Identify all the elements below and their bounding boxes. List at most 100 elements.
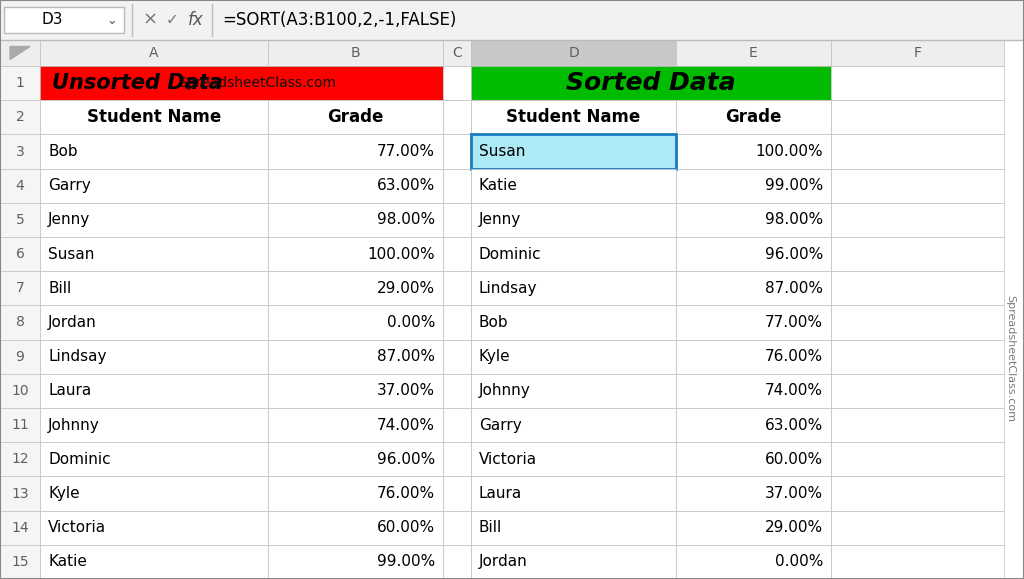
Bar — [0, 511, 40, 545]
Text: 100.00%: 100.00% — [368, 247, 435, 262]
Text: Katie: Katie — [479, 178, 518, 193]
Text: 13: 13 — [11, 486, 29, 500]
Bar — [443, 66, 471, 100]
Bar — [40, 511, 268, 545]
Text: 76.00%: 76.00% — [377, 486, 435, 501]
Text: 15: 15 — [11, 555, 29, 569]
Text: 0.00%: 0.00% — [774, 555, 823, 569]
Text: Jenny: Jenny — [479, 212, 521, 228]
Bar — [443, 134, 471, 168]
Text: 37.00%: 37.00% — [765, 486, 823, 501]
Bar — [443, 40, 471, 66]
Bar — [471, 340, 676, 374]
Bar — [676, 340, 831, 374]
Text: Jenny: Jenny — [48, 212, 90, 228]
Text: 98.00%: 98.00% — [377, 212, 435, 228]
Bar — [443, 408, 471, 442]
Bar — [0, 442, 40, 477]
Text: Bill: Bill — [479, 520, 502, 535]
Bar — [0, 40, 40, 66]
Bar — [0, 271, 40, 305]
Text: E: E — [750, 46, 758, 60]
Bar — [443, 100, 471, 134]
Bar — [268, 100, 443, 134]
Bar — [268, 237, 443, 271]
Bar — [443, 374, 471, 408]
Bar — [40, 203, 268, 237]
Text: Sorted Data: Sorted Data — [566, 71, 736, 95]
Bar — [268, 271, 443, 305]
Text: 100.00%: 100.00% — [756, 144, 823, 159]
Text: Garry: Garry — [48, 178, 91, 193]
Text: ✓: ✓ — [166, 13, 178, 27]
Text: 1: 1 — [15, 76, 25, 90]
Bar — [471, 40, 676, 66]
Text: Garry: Garry — [479, 417, 522, 433]
Text: Laura: Laura — [479, 486, 522, 501]
Bar — [676, 168, 831, 203]
Text: 2: 2 — [15, 111, 25, 124]
Text: 8: 8 — [15, 316, 25, 329]
Bar — [471, 134, 676, 168]
Text: Victoria: Victoria — [48, 520, 106, 535]
Bar — [0, 340, 40, 374]
Bar — [831, 40, 1004, 66]
Bar — [831, 271, 1004, 305]
Bar — [471, 203, 676, 237]
Bar — [268, 305, 443, 340]
Bar — [443, 340, 471, 374]
Text: 87.00%: 87.00% — [765, 281, 823, 296]
Text: 63.00%: 63.00% — [765, 417, 823, 433]
Text: 60.00%: 60.00% — [765, 452, 823, 467]
Bar — [40, 408, 268, 442]
Bar — [0, 100, 40, 134]
Bar — [0, 0, 1024, 40]
Text: Student Name: Student Name — [87, 108, 221, 126]
Text: 96.00%: 96.00% — [765, 247, 823, 262]
Bar — [268, 511, 443, 545]
Text: 87.00%: 87.00% — [377, 349, 435, 364]
Bar — [268, 340, 443, 374]
Text: C: C — [453, 46, 462, 60]
Text: Lindsay: Lindsay — [48, 349, 106, 364]
Bar — [471, 408, 676, 442]
Bar — [676, 511, 831, 545]
Text: 4: 4 — [15, 179, 25, 193]
Text: Johnny: Johnny — [479, 383, 530, 398]
Bar — [471, 100, 676, 134]
Bar — [471, 237, 676, 271]
Text: 29.00%: 29.00% — [377, 281, 435, 296]
Bar — [443, 168, 471, 203]
Bar — [443, 442, 471, 477]
Bar — [676, 305, 831, 340]
Text: Bob: Bob — [48, 144, 78, 159]
Text: 12: 12 — [11, 452, 29, 466]
Bar — [676, 442, 831, 477]
Bar — [443, 477, 471, 511]
Bar — [471, 477, 676, 511]
Text: D: D — [568, 46, 579, 60]
Bar — [0, 66, 40, 100]
Bar — [471, 511, 676, 545]
Text: 7: 7 — [15, 281, 25, 295]
Bar — [471, 271, 676, 305]
Bar — [40, 271, 268, 305]
Bar — [40, 134, 268, 168]
Text: SpreadsheetClass.com: SpreadsheetClass.com — [1005, 295, 1015, 423]
Bar — [831, 374, 1004, 408]
Bar — [40, 40, 268, 66]
Text: A: A — [150, 46, 159, 60]
Bar — [831, 442, 1004, 477]
Bar — [831, 66, 1004, 100]
Bar — [40, 100, 268, 134]
Bar — [40, 374, 268, 408]
Bar — [676, 374, 831, 408]
Bar — [471, 442, 676, 477]
Bar — [831, 203, 1004, 237]
Text: Bob: Bob — [479, 315, 509, 330]
Bar — [676, 40, 831, 66]
Bar — [676, 271, 831, 305]
Bar — [268, 408, 443, 442]
Bar — [831, 408, 1004, 442]
Bar — [40, 545, 268, 579]
